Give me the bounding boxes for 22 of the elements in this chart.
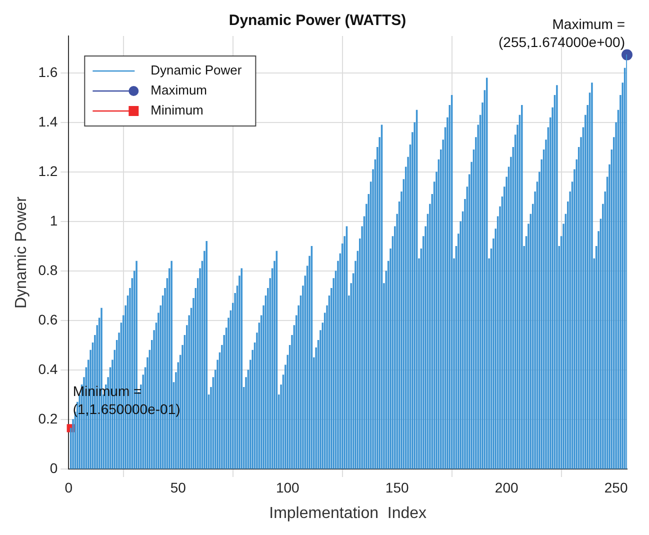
y-tick-label: 1 bbox=[50, 212, 58, 228]
y-tick-label: 0 bbox=[50, 460, 58, 476]
annotation: Maximum = (255,1.674000e+00) bbox=[498, 16, 625, 50]
x-tick-label: 50 bbox=[170, 479, 186, 496]
legend-label: Maximum bbox=[150, 82, 208, 98]
x-axis-title: Implementation Index bbox=[269, 504, 427, 522]
x-tick-label: 0 bbox=[64, 479, 73, 496]
legend-label: Minimum bbox=[150, 102, 204, 118]
y-tick-label: 0.8 bbox=[38, 262, 58, 278]
y-tick-label: 1.4 bbox=[38, 113, 58, 130]
y-tick-label: 0.6 bbox=[38, 311, 58, 328]
y-tick-label: 0.4 bbox=[38, 360, 58, 377]
y-tick-label: 1.2 bbox=[38, 162, 58, 179]
x-tick-label: 100 bbox=[276, 479, 300, 496]
x-tick-label: 250 bbox=[604, 479, 628, 496]
y-axis-title: Dynamic Power bbox=[13, 196, 30, 309]
x-tick-label: 200 bbox=[494, 479, 518, 496]
y-tick-label: 1.6 bbox=[38, 64, 58, 80]
legend-label: Dynamic Power bbox=[150, 62, 242, 78]
y-tick-label: 0.2 bbox=[38, 410, 58, 426]
chart-title: Dynamic Power (WATTS) bbox=[228, 12, 406, 30]
x-tick-label: 150 bbox=[385, 479, 409, 496]
